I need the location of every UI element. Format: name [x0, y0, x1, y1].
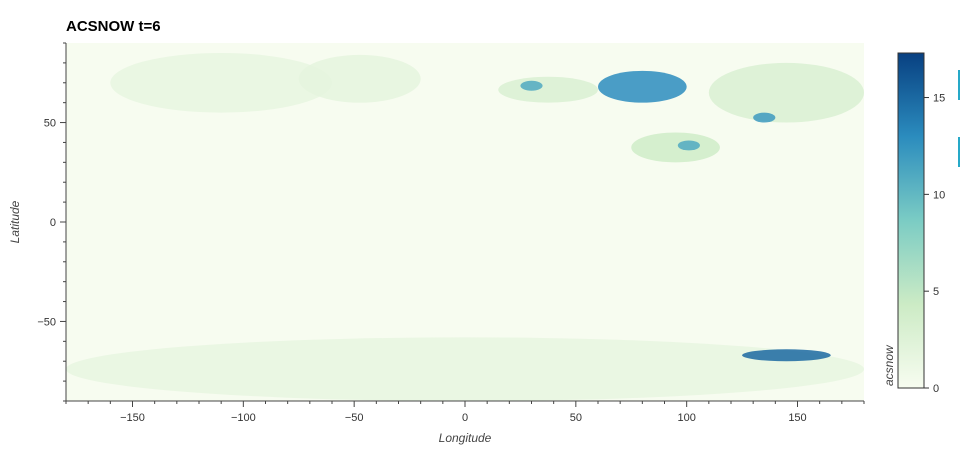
central-asia-snow	[631, 132, 720, 163]
x-tick-label: −100	[231, 412, 256, 424]
x-axis-label: Longitude	[439, 431, 492, 445]
antarctica-snow	[66, 337, 864, 401]
colorbar-tick-label: 0	[933, 383, 939, 395]
y-tick-label: 50	[44, 118, 56, 130]
north-america-snow	[110, 52, 332, 113]
y-tick-label: −50	[37, 316, 56, 328]
x-tick-label: 150	[788, 412, 806, 424]
heatmap-area	[66, 43, 865, 401]
colorbar-tick-label: 15	[933, 93, 945, 105]
scandinavia-snow	[520, 80, 543, 91]
russia-snow	[498, 76, 598, 103]
chart-title: ACSNOW t=6	[66, 18, 161, 35]
y-tick-label: 0	[50, 217, 56, 229]
east-siberia-snow	[708, 62, 865, 123]
colorbar-label: acsnow	[882, 344, 896, 386]
x-tick-label: −150	[120, 412, 145, 424]
toolbar-marker-top[interactable]	[958, 70, 960, 100]
colorbar: 0 5 10 15 acsnow	[882, 52, 945, 395]
toolbar-marker-bottom[interactable]	[958, 137, 960, 167]
axes: −150 −100 −50 0 50 100 150 −50 0 50 Longitude Latit…	[8, 42, 865, 445]
greenland-snow	[298, 54, 421, 103]
x-tick-label: 100	[677, 412, 695, 424]
tibet-snow	[677, 140, 700, 151]
x-tick-label: 0	[462, 412, 468, 424]
antarctica-east-snow	[742, 349, 831, 362]
colorbar-tick-label: 5	[933, 286, 939, 298]
colorbar-tick-label: 10	[933, 189, 945, 201]
x-tick-label: 50	[570, 412, 582, 424]
x-tick-label: −50	[345, 412, 364, 424]
colorbar-gradient	[897, 52, 925, 389]
kamchatka-snow	[753, 112, 776, 123]
siberia-snow	[598, 70, 687, 103]
y-axis-label: Latitude	[8, 200, 22, 243]
